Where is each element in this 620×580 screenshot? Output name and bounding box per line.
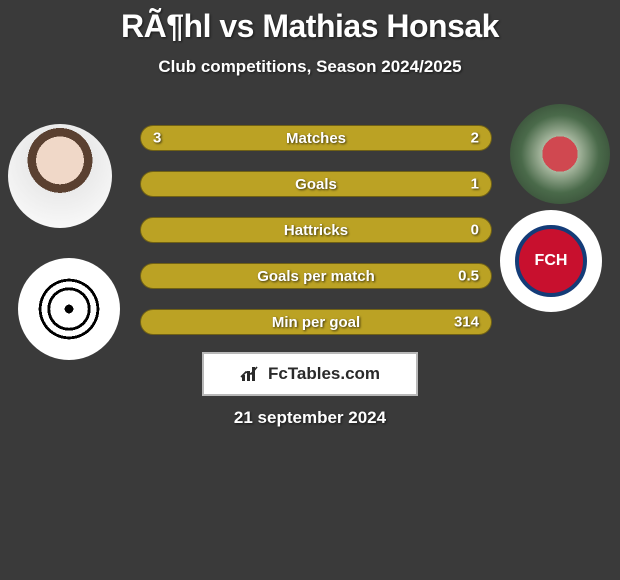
stat-right-value: 2 <box>471 130 479 147</box>
stat-label: Hattricks <box>284 222 348 239</box>
source-logo: FcTables.com <box>202 352 418 396</box>
comparison-bars: 3 Matches 2 Goals 1 Hattricks 0 Goals per match… <box>140 125 492 355</box>
club-right-badge: FCH <box>500 210 602 312</box>
barchart-icon <box>240 365 262 383</box>
stat-left-value: 3 <box>153 130 161 147</box>
stat-bar: Hattricks 0 <box>140 217 492 243</box>
stat-label: Min per goal <box>272 314 360 331</box>
player-right-avatar <box>510 104 610 204</box>
comparison-subtitle: Club competitions, Season 2024/2025 <box>0 57 620 77</box>
stat-label: Goals <box>295 176 337 193</box>
source-logo-text: FcTables.com <box>268 364 380 384</box>
stat-right-value: 1 <box>471 176 479 193</box>
stat-right-value: 0 <box>471 222 479 239</box>
stat-right-value: 314 <box>454 314 479 331</box>
stat-right-value: 0.5 <box>458 268 479 285</box>
stat-bar: Goals per match 0.5 <box>140 263 492 289</box>
stat-bar: Min per goal 314 <box>140 309 492 335</box>
stat-label: Goals per match <box>257 268 375 285</box>
stat-label: Matches <box>286 130 346 147</box>
club-right-badge-inner: FCH <box>515 225 587 297</box>
comparison-title: RÃ¶hl vs Mathias Honsak <box>0 0 620 45</box>
stat-bar: Goals 1 <box>140 171 492 197</box>
stat-bar: 3 Matches 2 <box>140 125 492 151</box>
club-left-badge <box>18 258 120 360</box>
snapshot-date: 21 september 2024 <box>0 408 620 428</box>
player-left-avatar <box>8 124 112 228</box>
